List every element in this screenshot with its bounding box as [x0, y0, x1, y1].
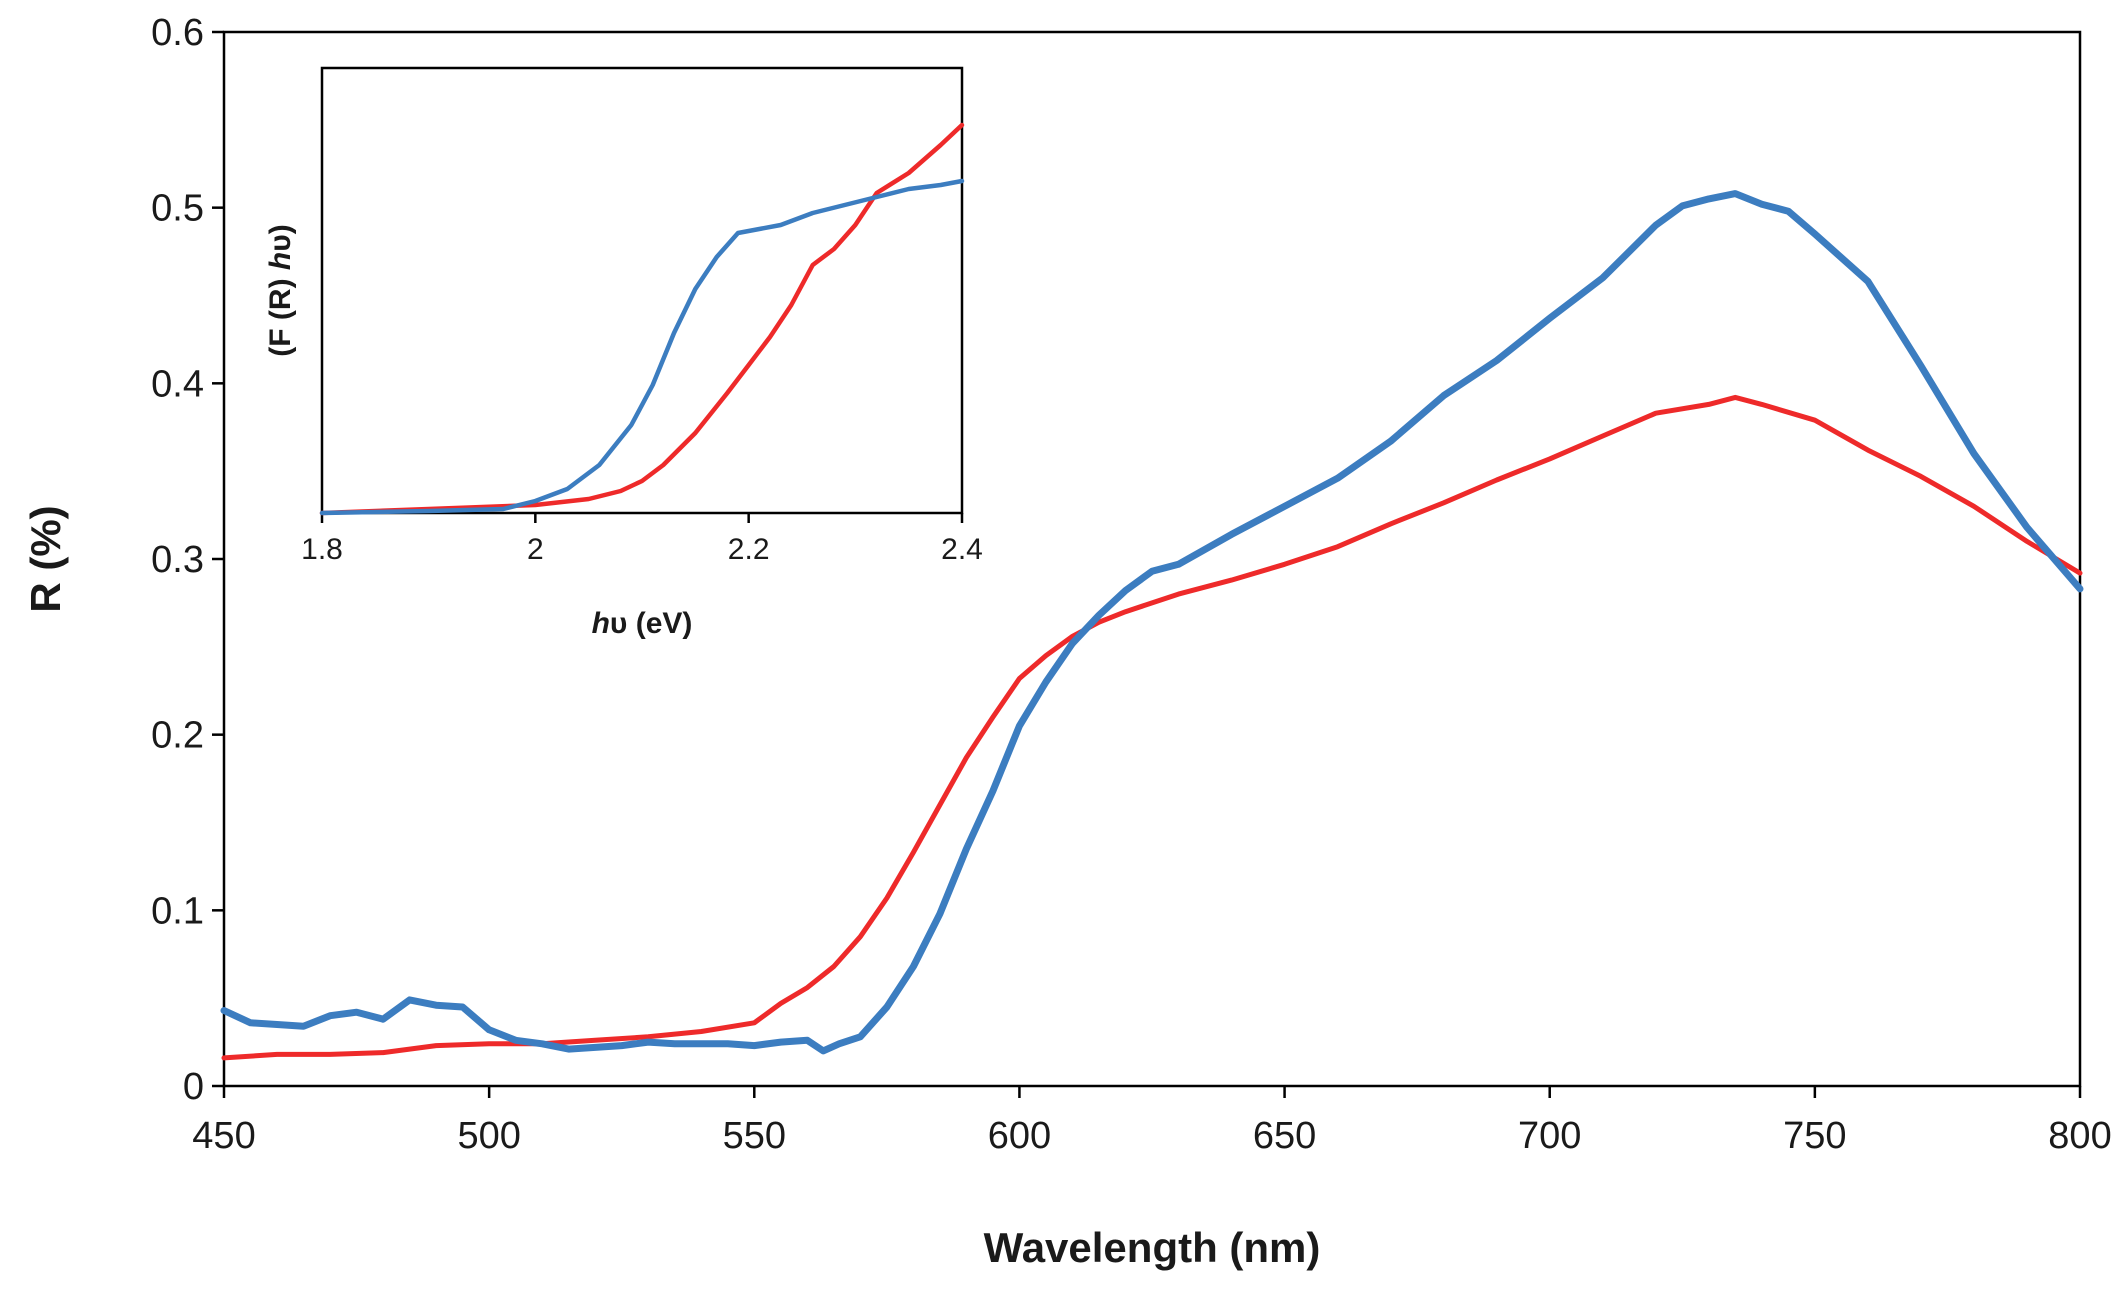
main-y-tick-label: 0.3 [151, 539, 204, 581]
main-y-tick-label: 0.6 [151, 12, 204, 54]
inset-x-tick-label: 2 [527, 533, 544, 566]
inset-y-axis-label: (F (R) hυ) [264, 224, 297, 356]
main-x-tick-label: 700 [1518, 1115, 1581, 1157]
inset-series-blue-line [319, 178, 965, 516]
main-series-blue-line [220, 190, 2084, 1055]
main-y-axis-label: R (%) [22, 505, 69, 612]
inset-plot-frame [320, 66, 964, 515]
main-y-axis-ticks: 0 0.1 0.2 0.3 0.4 0.5 0.6 [151, 12, 224, 1108]
inset-y-axis-label-suffix: υ) [264, 224, 297, 251]
main-x-axis-label: Wavelength (nm) [984, 1224, 1321, 1271]
inset-x-axis-label-rest: υ (eV) [610, 607, 692, 640]
inset-plot-background [322, 68, 962, 513]
main-x-tick-label: 750 [1783, 1115, 1846, 1157]
inset-x-tick-label: 2.2 [728, 533, 770, 566]
main-y-tick-label: 0.4 [151, 363, 204, 405]
inset-y-axis-label-italic: h [264, 252, 297, 270]
main-x-axis-ticks: 450 500 550 600 650 700 750 800 [192, 1086, 2112, 1157]
inset-y-axis-label-prefix: (F (R) [264, 270, 297, 357]
main-y-tick-label: 0 [183, 1066, 204, 1108]
main-series-red-line [221, 394, 2083, 1061]
main-x-tick-label: 500 [457, 1115, 520, 1157]
inset-series-group [319, 122, 965, 516]
main-x-tick-label: 550 [723, 1115, 786, 1157]
inset-x-tick-label: 2.4 [941, 533, 983, 566]
main-y-tick-label: 0.1 [151, 890, 204, 932]
inset-x-axis-label-italic: h [592, 607, 610, 640]
inset-plot: 1.8 2 2.2 2.4 hυ (eV) (F (R) hυ) [264, 66, 983, 640]
main-x-tick-label: 450 [192, 1115, 255, 1157]
inset-series-red-line [319, 122, 965, 516]
main-x-tick-label: 800 [2048, 1115, 2111, 1157]
inset-x-tick-label: 1.8 [301, 533, 343, 566]
inset-x-axis-ticks: 1.8 2 2.2 2.4 [301, 513, 983, 566]
main-plot: 0 0.1 0.2 0.3 0.4 0.5 0.6 450 500 550 600 650 700 75… [22, 12, 2112, 1271]
main-x-tick-label: 600 [988, 1115, 1051, 1157]
main-x-tick-label: 650 [1253, 1115, 1316, 1157]
inset-x-axis-label: hυ (eV) [592, 607, 693, 640]
main-series-group [220, 190, 2084, 1061]
main-y-tick-label: 0.2 [151, 715, 204, 757]
main-y-tick-label: 0.5 [151, 188, 204, 230]
